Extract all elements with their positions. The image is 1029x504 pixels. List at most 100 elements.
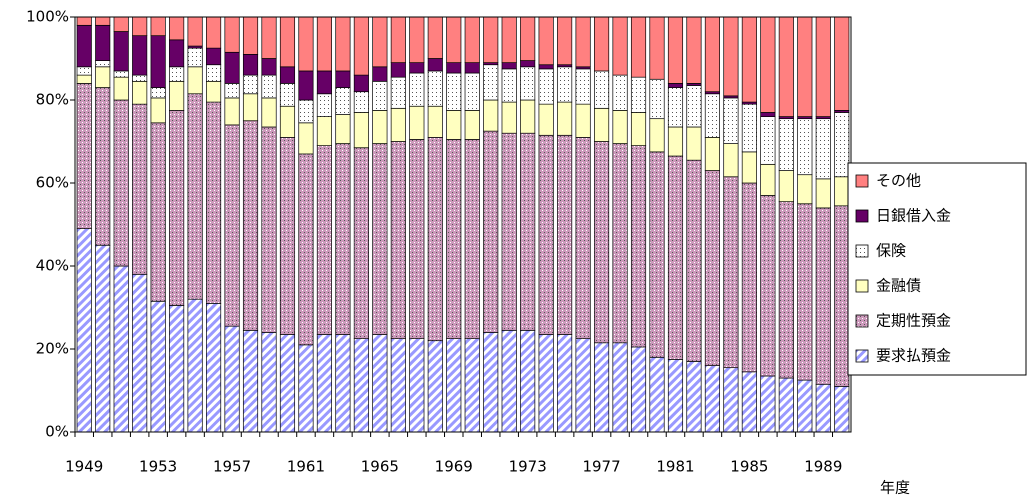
- bar-segment: [557, 101, 573, 136]
- bar-segment: [409, 16, 425, 64]
- bar-segment: [575, 16, 591, 68]
- bar-segment: [279, 105, 296, 138]
- bar-segment: [575, 338, 591, 433]
- bar-segment: [520, 60, 536, 68]
- bar-segment: [187, 93, 203, 300]
- bar-segment: [520, 99, 536, 134]
- bar-segment: [224, 51, 240, 84]
- bar-segment: [778, 377, 794, 433]
- bar-segment: [390, 76, 406, 109]
- bar-segment: [113, 31, 129, 72]
- bar-segment: [575, 137, 591, 339]
- bar-segment: [686, 16, 702, 84]
- bar-segment: [335, 16, 351, 72]
- legend-label: 要求払預金: [876, 347, 951, 365]
- bar-segment: [187, 16, 203, 47]
- bar-segment: [594, 342, 610, 433]
- bar-segment: [446, 338, 462, 433]
- bar-segment: [446, 139, 462, 339]
- bar-segment: [612, 143, 628, 344]
- bar-segment: [242, 74, 259, 95]
- bar-segment: [630, 145, 647, 348]
- legend-swatch: [855, 244, 869, 258]
- bar-segment: [741, 103, 757, 153]
- bar-segment: [741, 371, 757, 433]
- bar-segment: [316, 93, 332, 117]
- bar-segment: [279, 83, 296, 107]
- bar-segment: [501, 101, 517, 134]
- bar-segment: [797, 174, 813, 205]
- bar-segment: [667, 126, 684, 157]
- bar-segment: [335, 114, 351, 144]
- bar-segment: [686, 85, 702, 128]
- x-tick-label: 1953: [139, 458, 177, 476]
- bar-segment: [206, 16, 222, 49]
- bar-segment: [464, 62, 480, 74]
- bar-segment: [353, 91, 369, 113]
- bar-segment: [353, 16, 369, 76]
- bar-segment: [760, 16, 776, 113]
- bar-segment: [224, 16, 240, 53]
- bar-segment: [686, 159, 702, 362]
- bar-segment: [132, 74, 148, 82]
- bar-segment: [372, 110, 388, 144]
- bar-segment: [594, 70, 610, 109]
- bar-segment: [113, 16, 129, 32]
- bar-segment: [741, 182, 757, 373]
- bar-segment: [335, 70, 351, 88]
- bar-segment: [76, 24, 92, 68]
- bar-segment: [594, 107, 610, 142]
- bar-segment: [501, 16, 517, 64]
- bar-segment: [150, 16, 166, 37]
- bar-segment: [741, 16, 757, 103]
- bar-segment: [224, 97, 240, 126]
- bar-segment: [704, 16, 720, 93]
- bar-segment: [464, 110, 480, 140]
- legend-box: [847, 162, 1027, 376]
- bar-segment: [298, 99, 314, 124]
- legend-swatch: [855, 174, 869, 188]
- bar-segment: [279, 334, 296, 433]
- bar-segment: [353, 74, 369, 93]
- x-tick-label: 1989: [804, 458, 842, 476]
- bar-segment: [427, 70, 443, 107]
- bar-segment: [95, 24, 111, 61]
- bar-segment: [797, 379, 813, 433]
- bar-segment: [464, 16, 480, 64]
- bar-segment: [427, 137, 443, 342]
- bar-segment: [723, 97, 739, 144]
- bar-segment: [704, 170, 720, 366]
- bar-segment: [501, 329, 517, 433]
- bar-segment: [224, 325, 240, 433]
- bar-segment: [132, 16, 148, 37]
- bar-segment: [538, 64, 554, 70]
- y-tick-label: 80%: [36, 91, 69, 109]
- bar-segment: [390, 107, 406, 142]
- bar-segment: [760, 112, 776, 117]
- bar-segment: [649, 118, 665, 153]
- bar-segment: [834, 112, 850, 178]
- bar-segment: [797, 118, 813, 176]
- bar-segment: [538, 16, 554, 66]
- bar-segment: [778, 16, 794, 117]
- bar-segment: [557, 16, 573, 66]
- bar-segment: [704, 93, 720, 138]
- legend-swatch: [855, 314, 869, 328]
- legend-label: その他: [876, 172, 921, 190]
- bar-segment: [427, 105, 443, 138]
- bar-segment: [298, 16, 314, 72]
- bar-segment: [187, 66, 203, 95]
- bar-segment: [483, 16, 499, 64]
- bar-segment: [224, 124, 240, 327]
- legend-swatch: [855, 279, 869, 293]
- bar-segment: [778, 170, 794, 203]
- bar-segment: [169, 110, 185, 306]
- bar-segment: [298, 344, 314, 433]
- bar-segment: [169, 80, 185, 111]
- bar-segment: [316, 145, 332, 335]
- bar-segment: [723, 367, 739, 433]
- bar-segment: [834, 205, 850, 387]
- legend-label: 保険: [876, 242, 906, 260]
- bar-segment: [409, 62, 425, 74]
- bar-segment: [169, 66, 185, 82]
